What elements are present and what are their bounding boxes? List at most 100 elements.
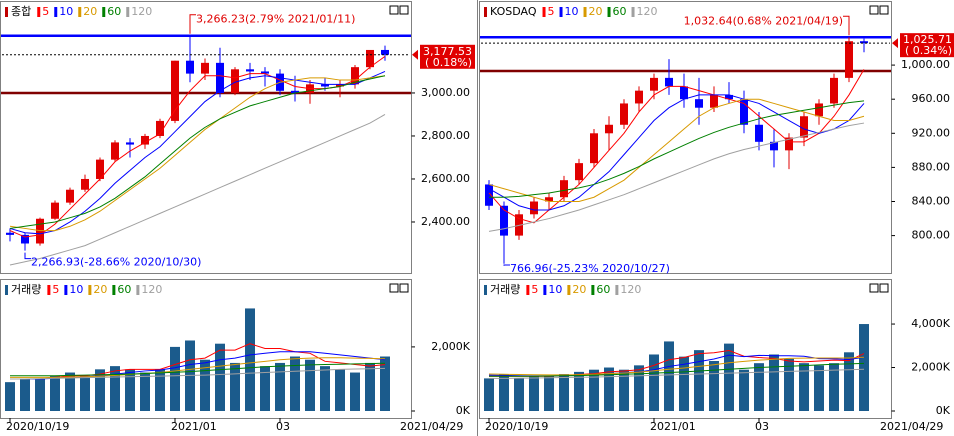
legend-label: 10 [548,283,562,296]
title-marker [5,7,8,17]
volume-bar [604,367,614,411]
volume-bar [559,374,569,411]
volume-bar [544,376,554,411]
maximize-button[interactable] [389,5,399,15]
close-button[interactable] [399,5,409,15]
candle-body [650,77,658,91]
legend-label: 20 [572,283,586,296]
candle-body [291,90,299,93]
y-tick-label: 3,000.00 [421,86,470,99]
candle-body [366,49,374,68]
legend-swatch [64,285,68,295]
candle-body [336,84,344,87]
close-button[interactable] [399,283,409,293]
ma-line [488,356,865,376]
volume-bar [380,356,390,411]
maximize-button[interactable] [869,5,879,15]
volume-bar [679,356,689,411]
candle-body [710,94,718,108]
low-pointer [24,252,31,260]
legend-swatch [37,7,41,17]
ma-line [10,367,386,380]
low-pointer [503,264,510,266]
close-button[interactable] [879,283,889,293]
candle-body [830,77,838,104]
candle-body [171,60,179,121]
y-tick-label: 840.00 [912,195,951,208]
ma-line [489,100,865,198]
candle-body [560,180,568,198]
volume-bar [619,369,629,411]
volume-bar [290,356,300,411]
candle-body [725,94,733,100]
legend-swatch [102,7,106,17]
volume-bar [709,361,719,411]
volume-bar [664,341,674,411]
x-tick-label: 2020/10/19 [6,420,69,433]
legend-swatch [126,7,130,17]
last-change-label: ( 0.34%) [905,44,952,57]
y-tick-label: 2,000K [431,340,470,353]
volume-bar [484,378,494,411]
candle-body [81,178,89,190]
y-tick-label: 4,000K [911,317,950,330]
volume-bar [50,375,60,411]
volume-bar [125,369,135,411]
candle-body [96,159,104,179]
candle-body [680,86,688,100]
ma-line [488,122,865,232]
panel-title: 거래량 [490,283,520,296]
volume-bar [350,372,360,411]
candle-body [635,90,643,104]
y-tick-label: 2,600.00 [421,172,470,185]
volume-bar [634,365,644,411]
last-price-arrow [892,38,898,49]
candle-body [111,142,119,160]
high-annotation: 3,266.23(2.79% 2021/01/11) [196,13,355,26]
ma-line [488,98,865,202]
y-tick-label: 880.00 [912,160,951,173]
volume-bar [365,362,375,411]
volume-bar [260,366,270,411]
ma-line [489,368,865,379]
last-price-label: 3,177.53 [423,45,472,58]
candle-body [620,103,628,125]
candle-body [845,41,853,78]
volume-bar [574,371,584,411]
volume-bar [80,375,90,411]
volume-bar [754,363,764,411]
candle-body [351,67,359,85]
candle-body [201,62,209,74]
candle-body [605,124,613,134]
legend-label: 10 [565,5,579,18]
candle-body [590,133,598,164]
close-button[interactable] [879,5,889,15]
candle-body [261,71,269,74]
legend-swatch [136,285,140,295]
maximize-button[interactable] [389,283,399,293]
panel-title: 종합 [11,5,31,18]
volume-bar [844,352,854,411]
y-tick-label: 2,800.00 [421,129,470,142]
title-marker [484,285,487,295]
maximize-button[interactable] [869,283,879,293]
candle-body [36,218,44,244]
last-price-arrow [412,49,418,60]
candle-body [755,124,763,142]
candle-body [800,116,808,138]
legend-label: 60 [117,283,131,296]
volume-bar [649,354,659,411]
ma-line [10,362,386,377]
candle-body [860,41,868,44]
x-end-label: 2021/04/29 [400,420,463,433]
legend-swatch [559,7,563,17]
panel-frame [0,279,412,419]
legend-swatch [631,7,635,17]
candle-body [246,69,254,72]
legend-swatch [78,7,82,17]
high-pointer [189,14,196,34]
x-tick-label: 2021/01 [650,420,696,433]
legend-label: 5 [548,5,555,18]
panel-frame [479,279,892,419]
